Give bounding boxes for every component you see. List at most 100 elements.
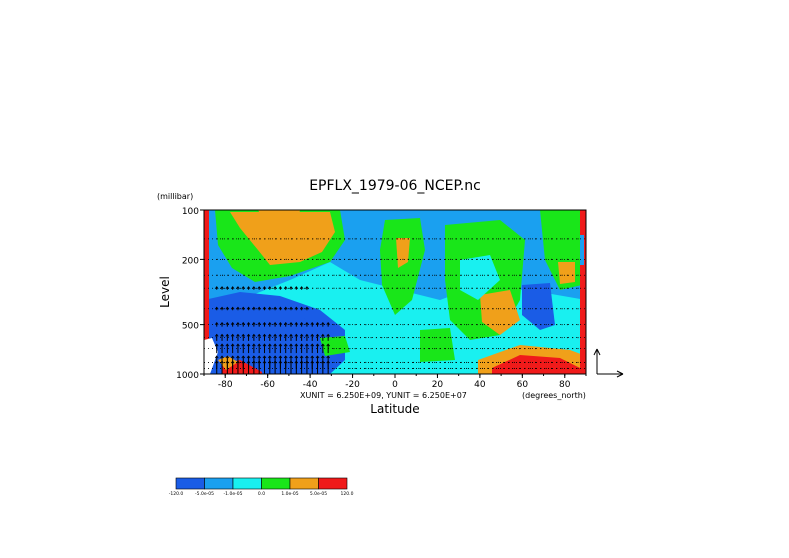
vector-arrow [269,274,271,276]
vector-arrow [434,258,436,260]
vector-arrow [257,343,261,354]
vector-arrow [386,348,388,350]
vector-arrow [529,258,531,260]
vector-arrow [326,360,330,374]
vector-arrow [349,308,351,310]
vector-arrow [257,333,261,341]
vector-arrow [545,274,547,276]
vector-arrow [214,286,219,290]
vector-arrow [397,367,399,369]
vector-arrow [450,348,452,350]
vector-arrow [283,321,288,327]
vector-arrow [301,258,303,260]
vector-arrow [328,308,330,310]
vector-arrow [503,324,505,326]
vector-arrow [513,258,515,260]
vector-arrow [503,361,505,363]
vector-arrow [264,238,266,240]
vector-arrow [236,333,240,341]
vector-arrow [397,238,399,240]
vector-arrow [545,308,547,310]
vector-arrow [550,361,552,363]
colorbar-label: -1.0e-05 [224,491,243,497]
y-axis-label: Level [158,276,172,308]
vector-arrow [386,367,388,369]
vector-arrow [262,321,267,327]
vector-arrow [466,287,468,289]
vector-arrow [333,308,335,310]
vector-arrow [535,361,537,363]
vector-arrow [391,367,393,369]
field-missing-sw [204,338,218,374]
vector-arrow [227,274,229,276]
vector-arrow [492,348,494,350]
vector-arrow [321,343,325,354]
vector-arrow [391,348,393,350]
vector-arrow [556,287,558,289]
vector-arrow [471,367,473,369]
vector-arrow [305,286,309,290]
vector-arrow [497,274,499,276]
vector-arrow [540,258,542,260]
vector-arrow [566,348,568,350]
vector-arrow [283,306,288,311]
vector-arrow [428,324,430,326]
vector-arrow [236,286,240,290]
vector-arrow [257,360,261,374]
vector-arrow [444,274,446,276]
vector-arrow [252,321,256,327]
vector-arrow [312,258,314,260]
vector-arrow [236,321,240,327]
vector-arrow [257,286,261,290]
vector-arrow [294,333,299,341]
vector-arrow [508,274,510,276]
vector-arrow [471,348,473,350]
vector-arrow [497,348,499,350]
vector-arrow [227,258,229,260]
vector-arrow [344,348,346,350]
vector-arrow [540,238,542,240]
vector-arrow [508,324,510,326]
vector-arrow [294,286,299,290]
vector-arrow [397,274,399,276]
vector-arrow [321,333,325,341]
colorbar-swatch [318,477,348,490]
vector-arrow [354,287,356,289]
vector-arrow [418,238,420,240]
vector-arrow [305,360,309,374]
vector-arrow [280,258,282,260]
vector-arrow [338,367,340,369]
vector-arrow [220,333,224,341]
vector-arrow [299,343,304,354]
vector-arrow [273,321,277,327]
vector-arrow [460,308,462,310]
vector-arrow [503,367,505,369]
vector-arrow [418,348,420,350]
vector-arrow [333,324,335,326]
vector-arrow [225,286,230,290]
vector-arrow [434,287,436,289]
vector-arrow [246,286,251,290]
vector-arrow [524,274,526,276]
vector-arrow [381,308,383,310]
vector-arrow [450,361,452,363]
vector-arrow [482,274,484,276]
vector-arrow [497,308,499,310]
vector-arrow [418,258,420,260]
vector-arrow [545,367,547,369]
vector-arrow [299,360,304,374]
vector-arrow [460,238,462,240]
vector-arrow [550,367,552,369]
vector-arrow [561,287,563,289]
vector-arrow [310,333,315,341]
vector-arrow [508,238,510,240]
colorbar-swatch [232,477,262,490]
vector-arrow [230,360,235,374]
vector-arrow [450,238,452,240]
vector-arrow [508,348,510,350]
vector-arrow [269,258,271,260]
vector-arrow [482,367,484,369]
vector-arrow [375,238,377,240]
vector-arrow [444,258,446,260]
vector-arrow [508,337,510,339]
